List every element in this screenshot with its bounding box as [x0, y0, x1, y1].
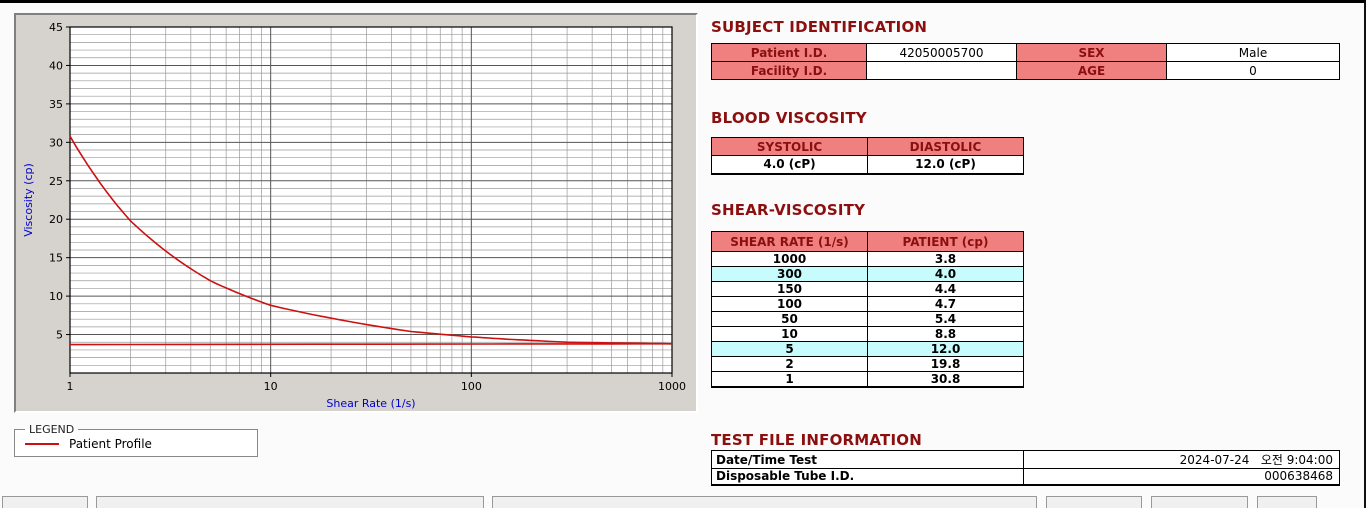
shear-rate-cell: 1000: [711, 251, 868, 267]
patient-id-value: 42050005700: [866, 43, 1017, 62]
shear-rate-cell: 100: [711, 296, 868, 312]
svg-text:5: 5: [56, 329, 63, 342]
legend-line-swatch: [25, 443, 59, 445]
date-time-test-value: 2024-07-24 오전 9:04:00: [1023, 450, 1340, 469]
shear-rate-cell: 10: [711, 326, 868, 342]
disposable-tube-id-value: 000638468: [1023, 468, 1340, 486]
svg-text:30: 30: [49, 136, 63, 149]
age-value: 0: [1166, 61, 1340, 80]
legend-title: LEGEND: [29, 423, 75, 436]
shear-row: 50 5.4: [711, 311, 1024, 327]
test-file-information-title: TEST FILE INFORMATION: [711, 431, 922, 449]
shear-rate-cell: 50: [711, 311, 868, 327]
patient-cp-cell: 4.7: [867, 296, 1024, 312]
svg-text:20: 20: [49, 213, 63, 226]
svg-text:15: 15: [49, 252, 63, 265]
bottom-panel-fragment-1[interactable]: [2, 496, 88, 508]
shear-row: 5 12.0: [711, 341, 1024, 357]
subject-identification-title: SUBJECT IDENTIFICATION: [711, 18, 928, 36]
disposable-tube-id-label: Disposable Tube I.D.: [711, 468, 1024, 486]
diastolic-header: DIASTOLIC: [867, 137, 1024, 156]
svg-text:35: 35: [49, 98, 63, 111]
blood-viscosity-value-row: 4.0 (cP) 12.0 (cP): [711, 155, 1024, 175]
shear-row: 1 30.8: [711, 371, 1024, 388]
patient-id-label: Patient I.D.: [711, 43, 867, 62]
legend-box: LEGEND Patient Profile: [14, 423, 258, 457]
age-label: AGE: [1016, 61, 1167, 80]
shear-rate-header: SHEAR RATE (1/s): [711, 231, 868, 252]
patient-cp-cell: 4.0: [867, 266, 1024, 282]
svg-text:25: 25: [49, 175, 63, 188]
subject-row-2: Facility I.D. AGE 0: [711, 61, 1340, 80]
date-time-test-label: Date/Time Test: [711, 450, 1024, 469]
patient-cp-cell: 19.8: [867, 356, 1024, 372]
svg-text:Viscosity (cp): Viscosity (cp): [22, 163, 35, 237]
legend-entry-label: Patient Profile: [69, 437, 152, 451]
blood-viscosity-header-row: SYSTOLIC DIASTOLIC: [711, 137, 1024, 156]
test-file-row-1: Date/Time Test 2024-07-24 오전 9:04:00: [711, 450, 1340, 469]
shear-viscosity-table: SHEAR RATE (1/s) PATIENT (cp) 1000 3.8 300…: [711, 231, 1024, 388]
bottom-panel-fragment-2[interactable]: [96, 496, 484, 508]
shear-rate-cell: 5: [711, 341, 868, 357]
patient-cp-header: PATIENT (cp): [867, 231, 1024, 252]
patient-cp-cell: 3.8: [867, 251, 1024, 267]
blood-viscosity-title: BLOOD VISCOSITY: [711, 109, 867, 127]
systolic-value: 4.0 (cP): [711, 155, 868, 175]
patient-cp-cell: 12.0: [867, 341, 1024, 357]
shear-row: 1000 3.8: [711, 251, 1024, 267]
shear-row: 2 19.8: [711, 356, 1024, 372]
systolic-header: SYSTOLIC: [711, 137, 868, 156]
svg-text:Shear Rate (1/s): Shear Rate (1/s): [326, 397, 415, 410]
viscosity-chart: 5 10 15 20 25 30 35 40 45 1 10 100 1000 Viscosity (cp…: [22, 21, 686, 410]
sex-label: SEX: [1016, 43, 1167, 62]
bottom-panel-fragment-3[interactable]: [492, 496, 1037, 508]
blood-viscosity-table: SYSTOLIC DIASTOLIC 4.0 (cP) 12.0 (cP): [711, 137, 1024, 175]
shear-rate-cell: 150: [711, 281, 868, 297]
subject-identification-table: Patient I.D. 42050005700 SEX Male Facili…: [711, 43, 1340, 80]
svg-text:45: 45: [49, 21, 63, 34]
shear-viscosity-title: SHEAR-VISCOSITY: [711, 201, 866, 219]
bottom-panel-fragment-4[interactable]: [1046, 496, 1142, 508]
sex-value: Male: [1166, 43, 1340, 62]
legend-entry: Patient Profile: [25, 437, 247, 451]
test-file-row-2: Disposable Tube I.D. 000638468: [711, 468, 1340, 486]
patient-cp-cell: 30.8: [867, 371, 1024, 388]
shear-table-body: 1000 3.8 300 4.0 150 4.4 100 4.7 50 5.4 10 8.8 5 12.0…: [711, 251, 1024, 388]
shear-rate-cell: 2: [711, 356, 868, 372]
patient-cp-cell: 5.4: [867, 311, 1024, 327]
svg-text:100: 100: [461, 380, 482, 393]
patient-cp-cell: 4.4: [867, 281, 1024, 297]
svg-text:1000: 1000: [658, 380, 686, 393]
facility-id-label: Facility I.D.: [711, 61, 867, 80]
diastolic-value: 12.0 (cP): [867, 155, 1024, 175]
svg-text:1: 1: [67, 380, 74, 393]
shear-row: 10 8.8: [711, 326, 1024, 342]
patient-cp-cell: 8.8: [867, 326, 1024, 342]
test-file-information-table: Date/Time Test 2024-07-24 오전 9:04:00 Dis…: [711, 450, 1340, 486]
shear-viscosity-header-row: SHEAR RATE (1/s) PATIENT (cp): [711, 231, 1024, 252]
subject-row-1: Patient I.D. 42050005700 SEX Male: [711, 43, 1340, 62]
shear-row: 300 4.0: [711, 266, 1024, 282]
svg-text:40: 40: [49, 59, 63, 72]
viscosity-chart-panel: 5 10 15 20 25 30 35 40 45 1 10 100 1000 Viscosity (cp…: [14, 13, 698, 413]
shear-rate-cell: 300: [711, 266, 868, 282]
shear-row: 100 4.7: [711, 296, 1024, 312]
facility-id-value: [866, 61, 1017, 80]
shear-row: 150 4.4: [711, 281, 1024, 297]
svg-text:10: 10: [264, 380, 278, 393]
shear-rate-cell: 1: [711, 371, 868, 388]
svg-text:10: 10: [49, 290, 63, 303]
bottom-panel-fragment-5[interactable]: [1151, 496, 1248, 508]
bottom-panel-fragment-6[interactable]: [1257, 496, 1317, 508]
